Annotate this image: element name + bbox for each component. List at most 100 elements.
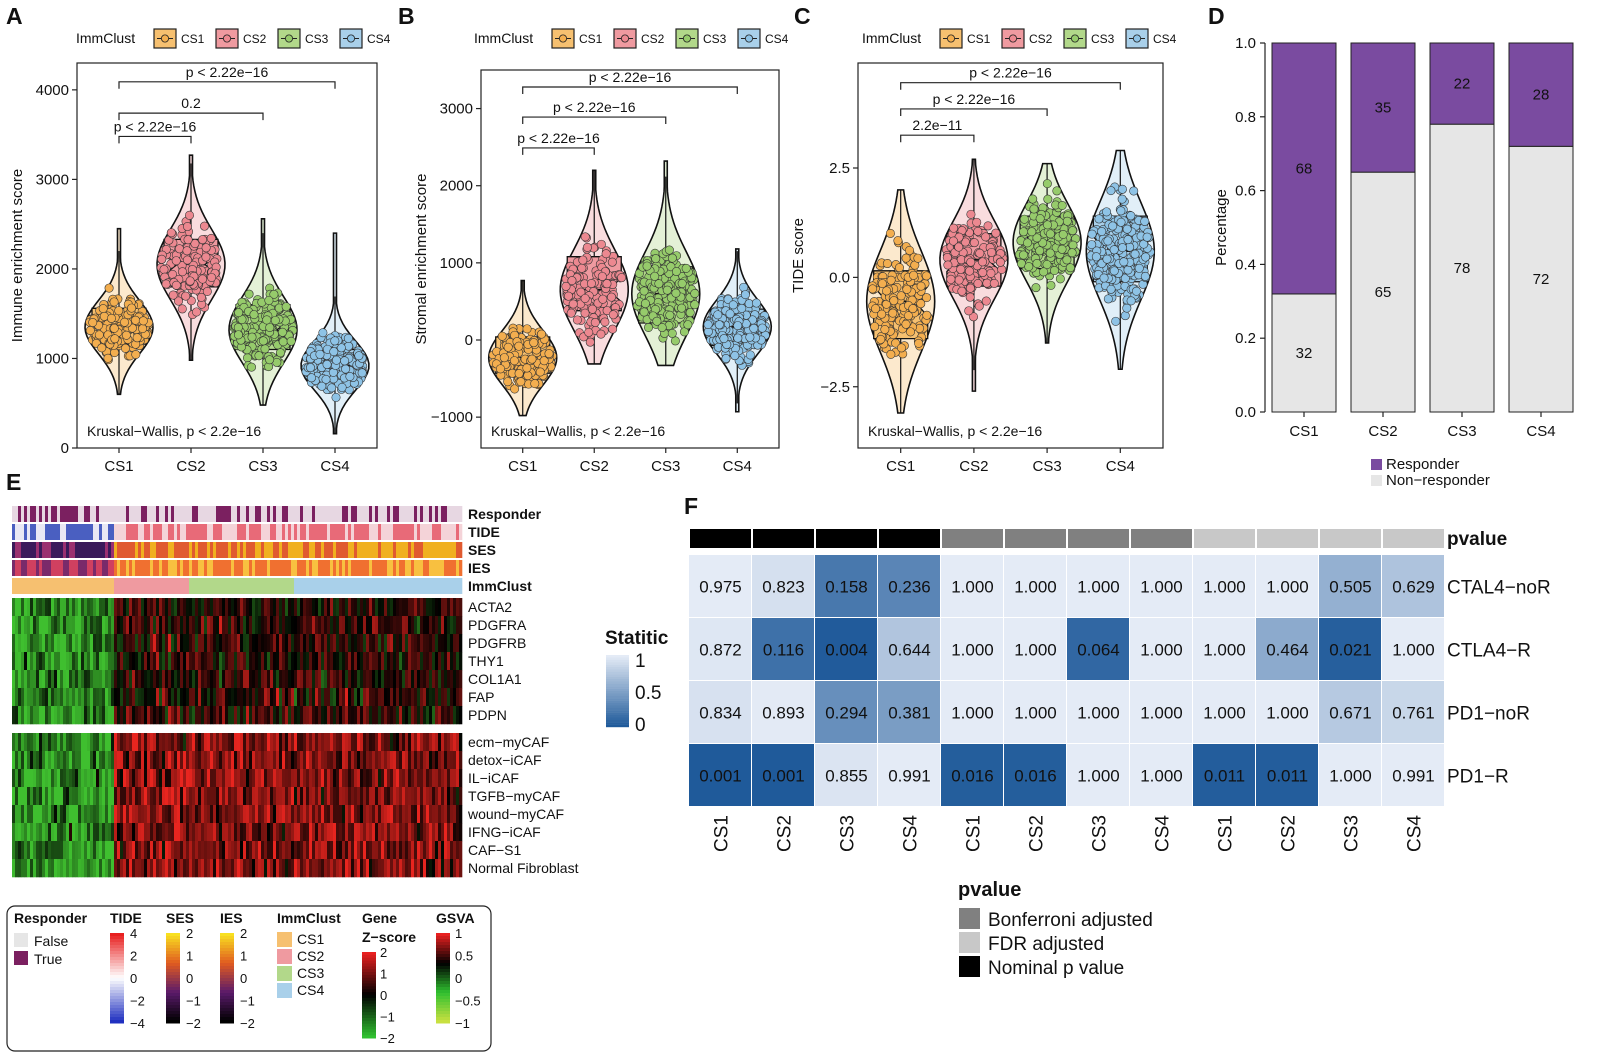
point-CS4 (1134, 263, 1144, 273)
y-tick-label: 4000 (36, 82, 69, 99)
heat-cell (108, 688, 112, 707)
heat-cell (309, 733, 313, 752)
heat-cell (69, 688, 73, 707)
heat-cell (312, 733, 316, 752)
cell-ses (324, 542, 328, 558)
heat-cell (153, 787, 157, 806)
cell-ses (375, 542, 379, 558)
heat-cell (267, 751, 271, 770)
cell-ses (450, 542, 454, 558)
heat-cell (453, 733, 457, 752)
cell-immclust (330, 578, 334, 594)
heat-cell (48, 616, 52, 635)
point-CS2 (582, 242, 592, 252)
cell-responder (213, 506, 217, 522)
heat-cell (264, 670, 268, 689)
heat-cell (390, 634, 394, 653)
heat-cell (27, 616, 31, 635)
heat-cell (60, 733, 64, 752)
heat-cell (144, 616, 148, 635)
heat-cell (405, 769, 409, 788)
heat-cell (213, 688, 217, 707)
point-CS1 (510, 384, 520, 394)
heat-cell (150, 652, 154, 671)
heat-cell (168, 634, 172, 653)
cell-responder (321, 506, 325, 522)
heat-cell (288, 787, 292, 806)
heat-cell (393, 652, 397, 671)
heat-cell (393, 769, 397, 788)
cell-ses (39, 542, 43, 558)
cell-ies (102, 560, 106, 576)
heat-cell (402, 787, 406, 806)
point-CS3 (286, 336, 296, 346)
comparison-bracket (522, 86, 738, 94)
heat-cell (81, 652, 85, 671)
heat-cell (270, 616, 274, 635)
heat-cell (204, 751, 208, 770)
cell-ies (18, 560, 22, 576)
heat-cell (225, 598, 229, 617)
cell-tide (261, 524, 265, 540)
heat-cell (369, 616, 373, 635)
point-CS2 (157, 254, 167, 264)
cell-ses (126, 542, 130, 558)
point-CS2 (185, 276, 195, 286)
heat-cell (90, 616, 94, 635)
heat-cell (249, 670, 253, 689)
cell-immclust (426, 578, 430, 594)
heat-cell (255, 706, 259, 725)
heat-cell (141, 805, 145, 824)
cell-responder (219, 506, 223, 522)
heat-cell (327, 616, 331, 635)
heat-cell (225, 688, 229, 707)
cell-immclust (351, 578, 355, 594)
legend-label-CS4: CS4 (1153, 32, 1177, 46)
heat-cell (63, 616, 67, 635)
heat-cell (291, 769, 295, 788)
heat-cell (12, 634, 16, 653)
heat-cell (84, 598, 88, 617)
cell-ses (306, 542, 310, 558)
heat-cell (285, 733, 289, 752)
heat-cell (135, 787, 139, 806)
heat-cell (48, 688, 52, 707)
point-CS1 (922, 293, 932, 303)
heat-cell (177, 733, 181, 752)
heat-cell (33, 634, 37, 653)
point-CS3 (1045, 229, 1055, 239)
point-CS2 (948, 236, 958, 246)
cell-ses (261, 542, 265, 558)
heat-cell (159, 688, 163, 707)
cell-tide (12, 524, 16, 540)
heat-cell (102, 787, 106, 806)
heat-cell (324, 751, 328, 770)
heat-cell (150, 787, 154, 806)
heat-cell (75, 598, 79, 617)
bar-label-responder: 68 (1296, 160, 1313, 177)
x-tick-label-CS4: CS4 (1106, 458, 1135, 475)
cell-ies (372, 560, 376, 576)
cell-tide (297, 524, 301, 540)
heat-cell (99, 598, 103, 617)
cell-tide (183, 524, 187, 540)
cell-responder (18, 506, 22, 522)
heat-cell (117, 616, 121, 635)
heat-cell (240, 598, 244, 617)
heat-cell (360, 598, 364, 617)
cell-immclust (201, 578, 205, 594)
heat-cell (33, 706, 37, 725)
heat-cell (177, 616, 181, 635)
heat-cell (150, 751, 154, 770)
heat-cell (57, 652, 61, 671)
y-tick-label: 2000 (440, 178, 473, 195)
heat-cell (300, 616, 304, 635)
cell-ses (15, 542, 19, 558)
heat-cell (207, 706, 211, 725)
cell-ies (222, 560, 226, 576)
cell-ses (330, 542, 334, 558)
cell-immclust (327, 578, 331, 594)
cell-ies (273, 560, 277, 576)
cell-ies (15, 560, 19, 576)
heat-cell (114, 670, 118, 689)
